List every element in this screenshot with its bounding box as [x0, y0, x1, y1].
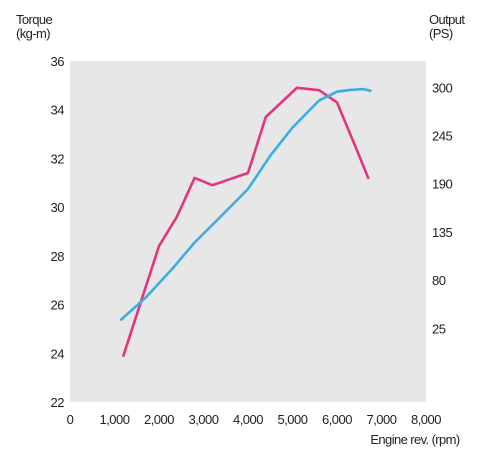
output-line — [119, 87, 372, 321]
right-axis-title-line2: (PS) — [429, 26, 453, 41]
left-tick-label: 32 — [51, 151, 65, 166]
left-tick-label: 34 — [51, 103, 65, 118]
x-tick-label: 7,000 — [366, 412, 396, 427]
left-axis-ticks: 22 24 26 28 30 32 34 36 — [51, 54, 65, 410]
plot-area — [70, 61, 426, 402]
x-tick-label: 5,000 — [277, 412, 307, 427]
right-axis-ticks: 25 80 135 190 245 300 — [432, 80, 453, 336]
left-tick-label: 24 — [51, 346, 65, 361]
x-tick-label: 8,000 — [411, 412, 441, 427]
right-tick-label: 190 — [432, 177, 452, 192]
x-axis-title: Engine rev. (rpm) — [370, 432, 460, 447]
torque-line — [122, 86, 370, 358]
left-tick-label: 36 — [51, 54, 65, 69]
x-tick-label: 3,000 — [188, 412, 218, 427]
left-tick-label: 30 — [51, 200, 65, 215]
right-tick-label: 25 — [432, 321, 446, 336]
right-tick-label: 245 — [432, 129, 452, 144]
right-tick-label: 135 — [432, 225, 452, 240]
left-axis-title-line2: (kg-m) — [16, 26, 50, 41]
left-tick-label: 28 — [51, 249, 65, 264]
right-tick-label: 300 — [432, 80, 452, 95]
right-tick-label: 80 — [432, 273, 446, 288]
left-tick-label: 26 — [51, 298, 65, 313]
x-tick-label: 4,000 — [233, 412, 263, 427]
series-lines — [119, 86, 372, 358]
right-axis-title-line1: Output — [429, 12, 465, 27]
left-tick-label: 22 — [51, 395, 65, 410]
x-tick-label: 1,000 — [99, 412, 129, 427]
x-tick-label: 6,000 — [322, 412, 352, 427]
left-axis-title-line1: Torque — [16, 12, 53, 27]
x-axis-ticks: 0 1,000 2,000 3,000 4,000 5,000 6,000 7,000 8,00… — [67, 412, 442, 427]
x-tick-label: 0 — [67, 412, 74, 427]
x-tick-label: 2,000 — [144, 412, 174, 427]
